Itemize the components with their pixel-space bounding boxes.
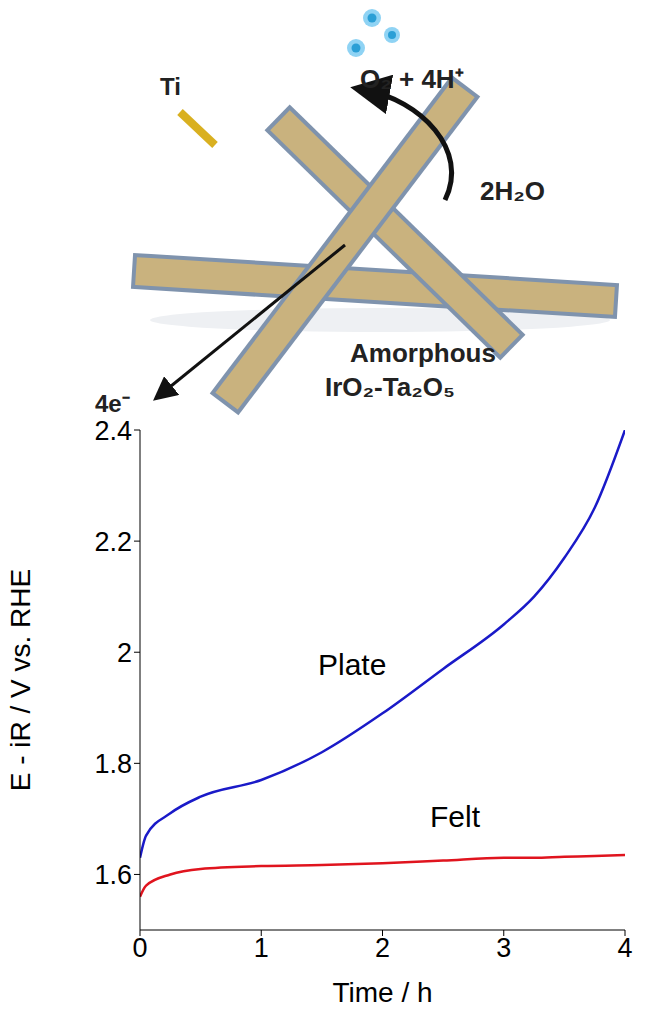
svg-text:2.4: 2.4: [94, 416, 132, 446]
svg-text:4e⁻: 4e⁻: [95, 390, 130, 417]
svg-text:2H₂O: 2H₂O: [480, 176, 545, 206]
svg-text:1.8: 1.8: [94, 749, 132, 779]
svg-text:O₂ + 4H⁺: O₂ + 4H⁺: [360, 64, 464, 94]
html-text:Plate: Plate: [318, 648, 387, 681]
svg-text:Ti: Ti: [160, 73, 181, 100]
html-text:Felt: Felt: [430, 800, 480, 833]
svg-text:0: 0: [132, 933, 147, 963]
svg-text:4: 4: [617, 933, 632, 963]
svg-text:IrO₂-Ta₂O₅: IrO₂-Ta₂O₅: [325, 372, 455, 402]
svg-text:1: 1: [254, 933, 269, 963]
svg-text:2.2: 2.2: [94, 527, 132, 557]
svg-text:3: 3: [496, 933, 511, 963]
svg-text:1.6: 1.6: [94, 860, 132, 890]
svg-text:2: 2: [117, 638, 132, 668]
svg-text:E - iR / V vs. RHE: E - iR / V vs. RHE: [5, 569, 36, 791]
svg-text:Amorphous: Amorphous: [350, 338, 496, 368]
svg-text:2: 2: [375, 933, 390, 963]
svg-text:Time / h: Time / h: [332, 977, 432, 1008]
